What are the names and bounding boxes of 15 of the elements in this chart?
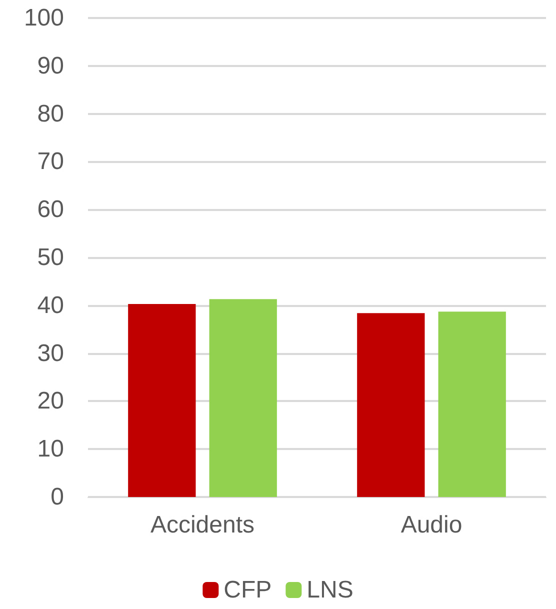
y-tick-label: 10 — [37, 436, 64, 463]
y-tick-label: 0 — [50, 484, 64, 510]
x-tick-label: Audio — [400, 512, 462, 538]
y-tick-label: 30 — [37, 340, 64, 367]
legend-label: LNS — [306, 576, 354, 604]
y-tick-label: 80 — [37, 100, 64, 128]
y-tick-label: 20 — [37, 388, 64, 415]
y-tick-label: 70 — [37, 148, 64, 176]
y-tick-label: 100 — [24, 4, 64, 32]
y-tick-label: 50 — [37, 244, 64, 271]
y-tick-label: 40 — [37, 292, 64, 319]
y-tick-label: 60 — [37, 196, 64, 224]
y-tick-label: 90 — [37, 52, 64, 80]
x-tick-label: Accidents — [150, 512, 255, 538]
legend-label: CFP — [224, 576, 272, 604]
